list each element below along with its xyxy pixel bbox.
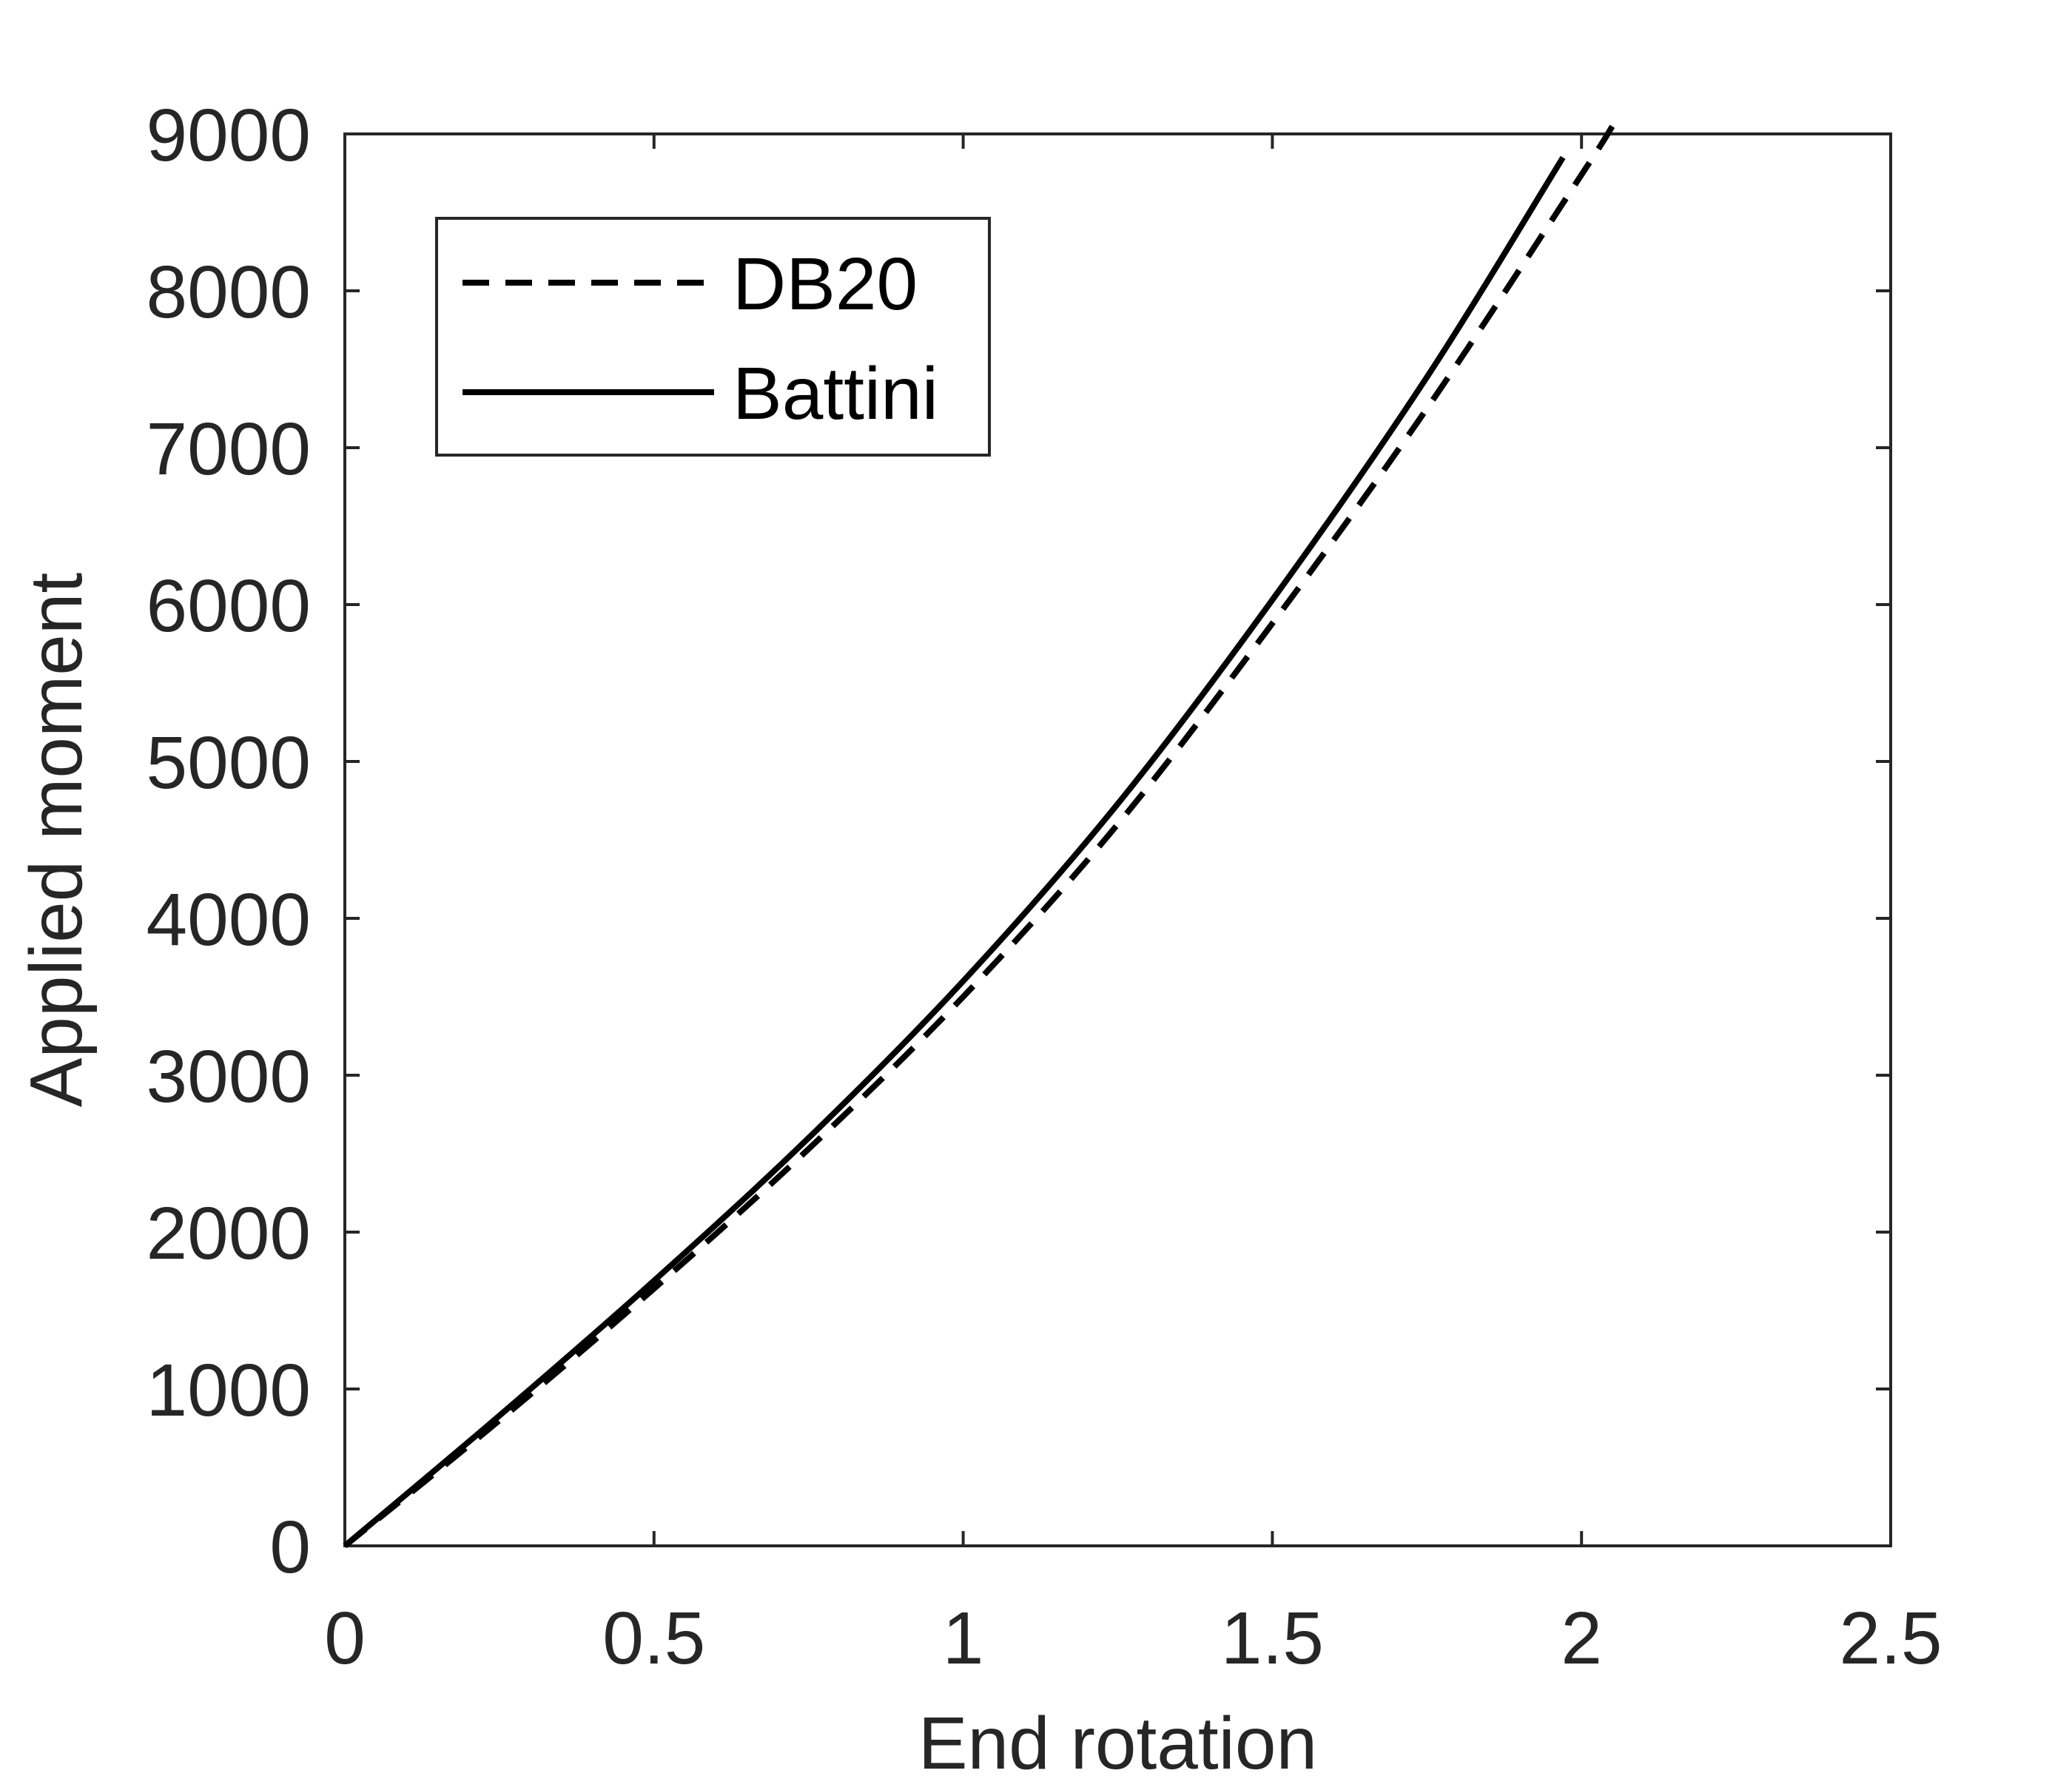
legend: DB20 Battini [435,217,991,457]
x-tick-label: 1 [943,1597,984,1680]
x-axis-tick-labels: 0 0.5 1 1.5 2 2.5 [324,1597,1942,1680]
y-tick-label: 0 [269,1506,311,1589]
y-tick-label: 5000 [147,722,311,804]
y-tick-label: 4000 [147,878,311,961]
series-line-db20 [343,124,1615,1549]
legend-box [435,217,991,457]
x-tick-label: 2 [1561,1597,1602,1680]
y-tick-label: 8000 [147,251,311,334]
x-tick-label: 1.5 [1221,1597,1324,1680]
y-tick-label: 3000 [147,1035,311,1118]
y-axis-tick-labels: 0 1000 2000 3000 4000 5000 6000 7000 8000 9000 [147,94,311,1589]
series-lines [343,124,1615,1549]
y-tick-label: 9000 [147,94,311,177]
y-tick-label: 6000 [147,565,311,648]
legend-label-db20: DB20 [733,243,918,326]
plot-area-frame [343,132,1892,1547]
y-axis-label: Applied moment [15,572,98,1107]
x-tick-label: 0.5 [602,1597,705,1680]
x-tick-label: 0 [324,1597,366,1680]
y-tick-label: 2000 [147,1192,311,1275]
x-axis-label: End rotation [918,1702,1317,1776]
series-line-battini [343,155,1566,1549]
x-tick-label: 2.5 [1839,1597,1942,1680]
y-tick-label: 1000 [147,1349,311,1432]
y-tick-label: 7000 [147,408,311,491]
legend-label-battini: Battini [733,352,938,435]
